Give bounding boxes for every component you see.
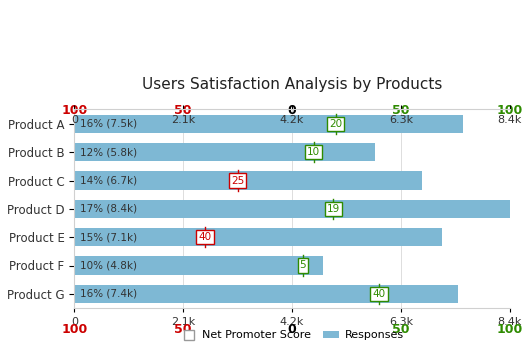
Title: Users Satisfaction Analysis by Products: Users Satisfaction Analysis by Products bbox=[142, 78, 442, 92]
Text: 25: 25 bbox=[231, 176, 244, 185]
Text: 17% (8.4k): 17% (8.4k) bbox=[80, 204, 136, 214]
Text: 40: 40 bbox=[199, 232, 211, 242]
Bar bbox=[74, 115, 463, 133]
Text: 10: 10 bbox=[307, 147, 320, 157]
Text: 12% (5.8k): 12% (5.8k) bbox=[80, 147, 136, 157]
Text: 16% (7.4k): 16% (7.4k) bbox=[80, 289, 136, 299]
Legend: Net Promoter Score, Responses: Net Promoter Score, Responses bbox=[176, 326, 408, 345]
Bar bbox=[74, 228, 442, 246]
Text: 20: 20 bbox=[329, 119, 342, 129]
Text: 14% (6.7k): 14% (6.7k) bbox=[80, 176, 136, 185]
Text: 40: 40 bbox=[373, 289, 386, 299]
Bar bbox=[74, 200, 510, 218]
Bar bbox=[74, 143, 375, 161]
Text: 19: 19 bbox=[327, 204, 340, 214]
Text: 5: 5 bbox=[299, 261, 306, 270]
Text: 16% (7.5k): 16% (7.5k) bbox=[80, 119, 136, 129]
Bar bbox=[74, 256, 323, 275]
Text: 15% (7.1k): 15% (7.1k) bbox=[80, 232, 136, 242]
Bar bbox=[74, 171, 422, 190]
Text: 10% (4.8k): 10% (4.8k) bbox=[80, 261, 136, 270]
Bar bbox=[74, 285, 458, 303]
